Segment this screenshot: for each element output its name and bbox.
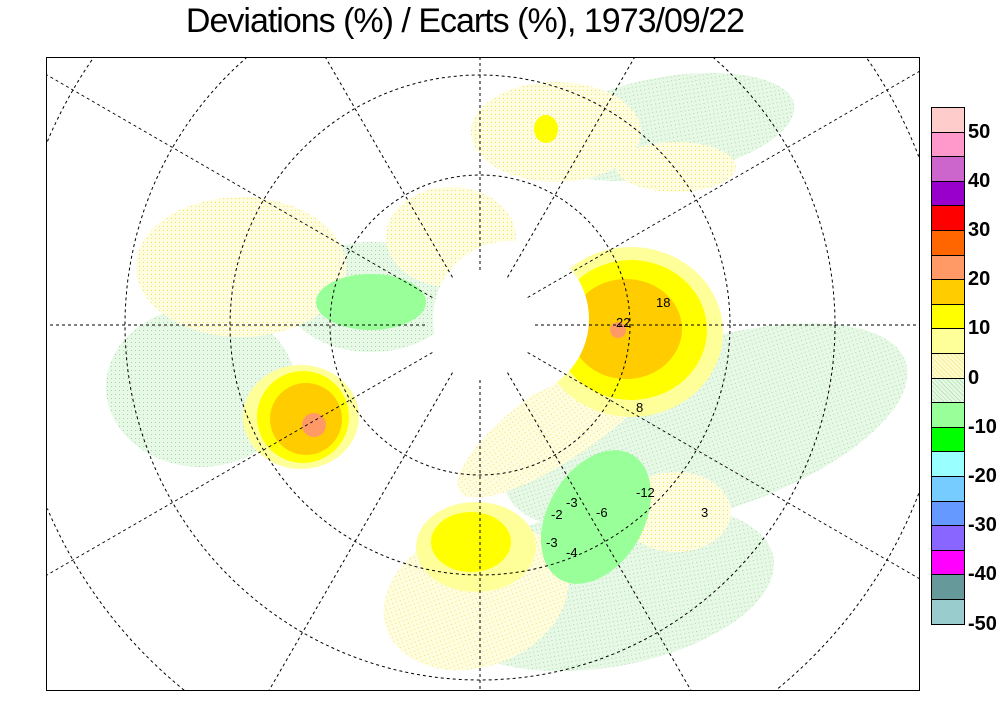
- legend-label: 50: [968, 120, 991, 143]
- legend-label: 20: [968, 268, 991, 291]
- legend-swatch: [932, 599, 964, 625]
- legend-swatch: [932, 378, 964, 404]
- latitude-circle: [46, 508, 185, 691]
- contour-label: 18: [656, 295, 670, 310]
- legend-label: -30: [968, 514, 997, 537]
- deviation-region: [570, 279, 682, 379]
- color-legend: [931, 107, 965, 626]
- legend-swatch: [932, 452, 964, 477]
- contour-label: -12: [636, 485, 655, 500]
- deviation-region: [136, 197, 346, 337]
- legend-swatch: [932, 329, 964, 354]
- legend-swatch: [932, 427, 964, 453]
- legend-swatch: [932, 132, 964, 158]
- legend-swatch: [932, 230, 964, 256]
- legend-swatch: [932, 501, 964, 527]
- legend-swatch: [932, 108, 964, 133]
- deviation-region: [616, 142, 736, 192]
- contour-label: 3: [701, 505, 708, 520]
- meridian-line: [46, 352, 433, 577]
- contour-label: -4: [566, 545, 578, 560]
- contour-label: 8: [636, 400, 643, 415]
- meridian-line: [507, 57, 636, 278]
- contour-label: -3: [566, 495, 578, 510]
- legend-swatch: [932, 526, 964, 551]
- deviation-region: [316, 274, 426, 330]
- polar-night-gap: [433, 241, 589, 397]
- legend-swatch: [932, 550, 964, 576]
- latitude-circle: [712, 57, 836, 325]
- legend-label: -20: [968, 465, 997, 487]
- latitude-circle: [329, 174, 631, 476]
- meridian-line: [46, 73, 433, 298]
- contour-label: -6: [596, 505, 608, 520]
- contour-label: -2: [551, 507, 563, 522]
- meridian-line: [268, 372, 453, 691]
- legend-label: -50: [968, 612, 997, 635]
- legend-label: -40: [968, 563, 997, 586]
- deviation-region: [431, 512, 511, 572]
- legend-swatch: [932, 206, 964, 231]
- legend-swatch: [932, 476, 964, 502]
- contour-label: 22: [616, 315, 630, 330]
- deviation-region: [534, 115, 558, 143]
- legend-swatch: [932, 157, 964, 182]
- legend-label: 40: [968, 169, 991, 192]
- deviation-region: [302, 413, 326, 437]
- legend-swatch: [932, 280, 964, 305]
- legend-label: -10: [968, 415, 997, 438]
- legend-label: 30: [968, 219, 991, 241]
- latitude-circle: [775, 493, 920, 691]
- legend-swatch: [932, 353, 964, 379]
- latitude-circle: [124, 57, 836, 681]
- latitude-circle: [46, 58, 94, 142]
- legend-label: 10: [968, 317, 991, 340]
- meridian-line: [507, 372, 692, 691]
- map-title: Deviations (%) / Ecarts (%), 1973/09/22: [185, 2, 745, 40]
- contour-label: -3: [546, 535, 558, 550]
- legend-swatch: [932, 255, 964, 281]
- latitude-circle: [866, 58, 920, 157]
- map-frame: [46, 57, 920, 691]
- legend-label: 0: [968, 366, 980, 389]
- legend-swatch: [932, 575, 964, 600]
- meridian-line: [324, 57, 453, 278]
- legend-swatch: [932, 304, 964, 330]
- deviation-region: [610, 322, 626, 338]
- deviation-region: [541, 450, 651, 584]
- legend-swatch: [932, 181, 964, 207]
- legend-swatch: [932, 403, 964, 428]
